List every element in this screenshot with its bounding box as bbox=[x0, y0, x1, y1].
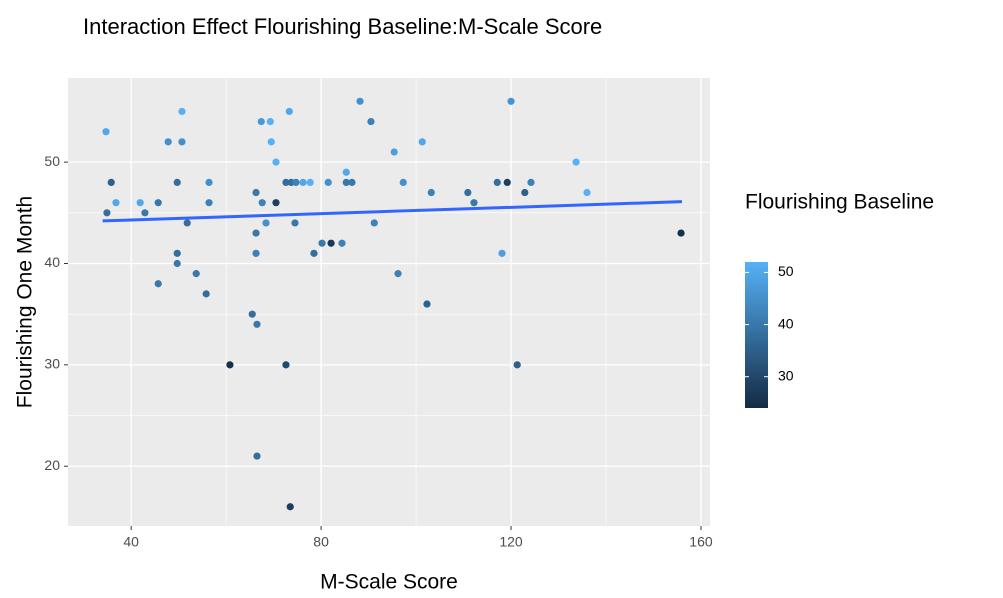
point bbox=[324, 178, 332, 186]
point bbox=[423, 300, 431, 308]
point bbox=[677, 229, 685, 237]
point bbox=[253, 452, 261, 460]
point bbox=[102, 128, 110, 136]
point bbox=[107, 178, 115, 186]
point bbox=[356, 97, 364, 105]
y-tick-label: 20 bbox=[44, 457, 60, 473]
point bbox=[202, 290, 210, 298]
colorbar-tick-label: 50 bbox=[778, 263, 794, 279]
point bbox=[291, 219, 299, 227]
point bbox=[205, 178, 213, 186]
point bbox=[399, 178, 407, 186]
point bbox=[310, 249, 318, 257]
point bbox=[272, 158, 280, 166]
x-tick-label: 160 bbox=[689, 534, 713, 550]
colorbar-tick-label: 40 bbox=[778, 315, 794, 331]
point bbox=[282, 361, 290, 369]
point bbox=[464, 188, 472, 197]
point bbox=[370, 219, 378, 227]
point bbox=[173, 178, 181, 186]
point bbox=[470, 199, 478, 207]
point bbox=[342, 178, 350, 186]
point bbox=[164, 138, 172, 146]
point bbox=[248, 310, 256, 318]
x-tick-label: 120 bbox=[499, 534, 523, 550]
point bbox=[318, 239, 326, 247]
point bbox=[252, 249, 260, 257]
point bbox=[282, 178, 290, 186]
point bbox=[112, 199, 120, 207]
trend-line bbox=[102, 200, 683, 223]
colorbar-tick-label: 30 bbox=[778, 367, 794, 383]
point bbox=[292, 178, 300, 186]
point bbox=[513, 361, 521, 369]
point bbox=[306, 178, 314, 186]
y-tick-label: 40 bbox=[44, 254, 60, 270]
plot-panel bbox=[68, 78, 710, 526]
point bbox=[252, 188, 260, 197]
point bbox=[338, 239, 346, 247]
point bbox=[507, 97, 515, 105]
point bbox=[348, 178, 356, 186]
point bbox=[286, 503, 294, 511]
y-tick-label: 50 bbox=[44, 153, 60, 169]
colorbar bbox=[745, 262, 768, 408]
point bbox=[178, 138, 186, 146]
chart-title: Interaction Effect Flourishing Baseline:… bbox=[83, 14, 602, 39]
point bbox=[498, 249, 506, 257]
point bbox=[583, 188, 591, 197]
point bbox=[258, 199, 266, 207]
point bbox=[262, 219, 270, 227]
point bbox=[154, 280, 162, 288]
point bbox=[183, 219, 191, 227]
point bbox=[267, 138, 275, 146]
point bbox=[527, 178, 535, 186]
x-tick-label: 40 bbox=[123, 534, 139, 550]
y-axis-label: Flourishing One Month bbox=[14, 196, 37, 408]
point bbox=[327, 239, 335, 247]
point bbox=[141, 209, 149, 217]
point bbox=[173, 249, 181, 257]
point bbox=[154, 199, 162, 207]
point bbox=[285, 107, 293, 116]
point bbox=[257, 117, 265, 126]
x-axis-label: M-Scale Score bbox=[320, 571, 458, 594]
point bbox=[173, 259, 181, 268]
legend-title: Flourishing Baseline bbox=[745, 191, 934, 214]
point bbox=[205, 199, 213, 207]
y-tick-label: 30 bbox=[44, 356, 60, 372]
point bbox=[299, 178, 307, 186]
point bbox=[394, 270, 402, 278]
point bbox=[272, 199, 280, 207]
x-tick-label: 80 bbox=[313, 534, 329, 550]
point bbox=[252, 229, 260, 237]
point bbox=[572, 158, 580, 166]
point bbox=[418, 138, 426, 146]
point bbox=[178, 107, 186, 116]
point bbox=[266, 117, 274, 126]
point bbox=[521, 188, 529, 197]
point bbox=[367, 117, 375, 126]
point bbox=[103, 209, 111, 217]
point bbox=[253, 320, 261, 328]
point bbox=[427, 188, 435, 197]
point bbox=[192, 270, 200, 278]
point bbox=[136, 199, 144, 207]
point bbox=[493, 178, 501, 186]
point bbox=[226, 361, 234, 369]
point bbox=[342, 168, 350, 176]
point bbox=[390, 148, 398, 156]
point bbox=[503, 178, 511, 186]
